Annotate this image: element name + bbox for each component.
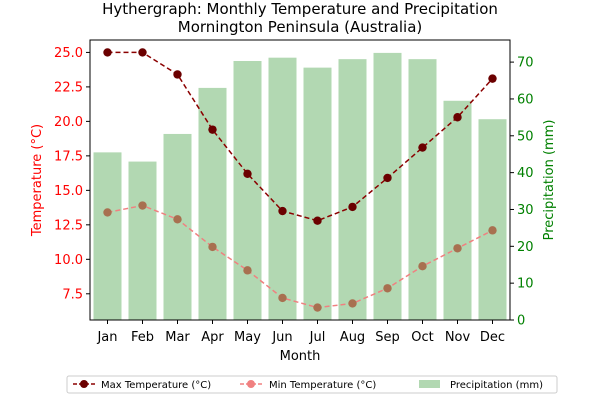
x-tick-label-sep: Sep (375, 330, 400, 345)
legend-precip-swatch (419, 380, 440, 388)
y-axis-right-label: Precipitation (mm) (542, 120, 557, 241)
x-axis-label: Month (280, 349, 321, 364)
right-tick-label-20: 20 (517, 240, 534, 255)
right-tick-label-60: 60 (517, 92, 534, 107)
y-axis-left-label: Temperature (°C) (30, 124, 45, 237)
temperature-axis: 7.5 10.0 12.5 15.0 17.5 20.0 22.5 25.0 (54, 46, 90, 302)
precip-bar-mar (163, 133, 192, 320)
min-temperature-point-jan (103, 208, 112, 217)
x-tick-label-jul: Jul (309, 330, 326, 345)
x-tick-label-feb: Feb (131, 330, 154, 345)
max-temperature-point-jul (313, 216, 322, 225)
precip-bar-may (233, 61, 262, 320)
left-tick-label-15.0: 15.0 (54, 184, 83, 199)
left-tick-label-7.5: 7.5 (62, 287, 83, 302)
left-tick-label-22.5: 22.5 (54, 80, 83, 95)
chart-subtitle: Mornington Peninsula (Australia) (178, 18, 422, 36)
precip-bar-nov (443, 100, 472, 320)
x-tick-label-mar: Mar (165, 330, 190, 345)
max-temperature-point-jun (278, 206, 287, 216)
legend-item-max: Max Temperature (°C) (73, 380, 211, 391)
temperature-lines (103, 48, 497, 312)
max-temperature-point-may (243, 169, 252, 178)
min-temperature-point-aug (348, 299, 357, 308)
chart-legend: Max Temperature (°C) Min Temperature (°C… (66, 375, 558, 394)
min-temperature-point-mar (173, 215, 182, 224)
left-tick-label-20.0: 20.0 (54, 115, 83, 130)
left-tick-label-12.5: 12.5 (54, 218, 83, 233)
legend-max-label: Max Temperature (°C) (101, 380, 211, 391)
right-tick-label-10: 10 (517, 277, 534, 292)
legend-item-min: Min Temperature (°C) (240, 380, 376, 391)
min-temperature-point-dec (488, 226, 497, 235)
min-temperature-point-apr (208, 242, 217, 252)
max-temperature-point-oct (418, 143, 427, 152)
right-tick-label-50: 50 (517, 129, 534, 144)
precip-bar-dec (478, 119, 507, 320)
precipitation-bars (93, 52, 507, 321)
legend-min-marker (247, 380, 255, 388)
max-temperature-point-sep (383, 173, 392, 183)
right-tick-label-30: 30 (517, 203, 534, 218)
x-tick-label-aug: Aug (340, 330, 365, 345)
month-axis: Jan Feb Mar Apr May Jun Jul Aug Sep Oct Nov Dec (96, 320, 505, 345)
precip-bar-jan (93, 152, 122, 320)
max-temperature-point-aug (348, 202, 357, 212)
precipitation-axis: 0 10 20 30 40 50 60 70 (510, 56, 534, 329)
min-temperature-point-jul (313, 303, 322, 312)
right-tick-label-40: 40 (517, 166, 534, 181)
max-temperature-point-jan (103, 48, 112, 57)
max-temperature-point-apr (208, 125, 217, 134)
max-temperature-point-dec (488, 74, 497, 83)
x-tick-label-jun: Jun (271, 330, 292, 345)
legend-min-label: Min Temperature (°C) (269, 380, 376, 391)
max-temperature-point-nov (453, 113, 462, 122)
min-temperature-point-may (243, 266, 252, 275)
left-tick-label-25.0: 25.0 (54, 46, 83, 61)
precip-bar-apr (198, 87, 227, 320)
min-temperature-point-jun (278, 293, 287, 303)
legend-item-precip: Precipitation (mm) (419, 380, 543, 391)
legend-max-marker (80, 380, 88, 388)
x-tick-label-dec: Dec (480, 330, 505, 345)
x-tick-label-jan: Jan (96, 330, 117, 345)
left-tick-label-10.0: 10.0 (54, 253, 83, 268)
legend-precip-label: Precipitation (mm) (450, 380, 543, 391)
x-tick-label-nov: Nov (445, 330, 471, 345)
right-tick-label-70: 70 (517, 56, 534, 71)
x-tick-label-oct: Oct (411, 330, 433, 345)
right-tick-label-0: 0 (517, 314, 525, 329)
max-temperature-point-feb (138, 48, 147, 57)
x-tick-label-apr: Apr (201, 330, 224, 345)
min-temperature-point-nov (453, 244, 462, 253)
precip-bar-oct (408, 59, 437, 320)
precip-bar-jul (303, 67, 332, 320)
precip-bar-aug (338, 59, 367, 320)
max-temperature-point-mar (173, 70, 182, 79)
chart-title: Hythergraph: Monthly Temperature and Pre… (102, 0, 498, 18)
min-temperature-point-feb (138, 201, 147, 210)
min-temperature-line (107, 204, 493, 309)
min-temperature-point-sep (383, 284, 392, 293)
min-temperature-point-oct (418, 262, 427, 271)
precip-bar-feb (128, 161, 157, 320)
x-tick-label-may: May (234, 330, 261, 345)
plot-frame (89, 39, 511, 321)
precip-bar-jun (268, 57, 297, 321)
left-tick-label-17.5: 17.5 (54, 149, 83, 164)
max-temperature-line (107, 51, 494, 222)
